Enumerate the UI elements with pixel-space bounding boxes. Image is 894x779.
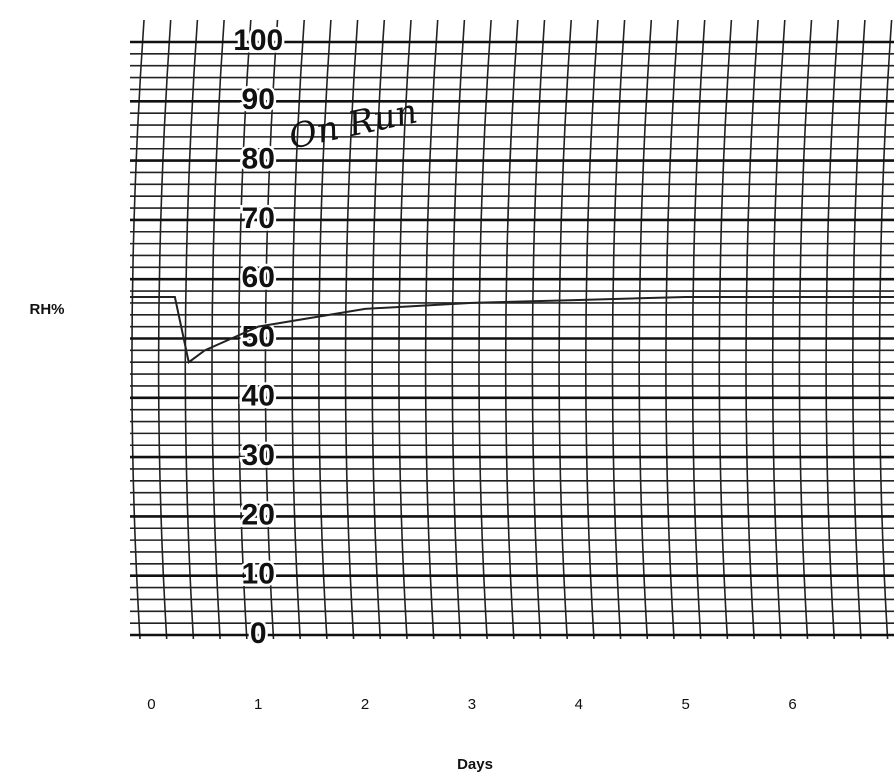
y-tick-label: 90 [242,83,275,116]
paper-arc [638,19,653,640]
paper-arc [878,19,893,640]
paper-arc [531,19,546,640]
y-tick-label: 30 [242,439,275,472]
x-tick-label: 2 [361,696,369,713]
paper-arc [237,19,252,640]
y-tick-label: 60 [242,261,275,294]
y-tick-label: 100 [233,24,283,57]
paper-arc [825,19,839,640]
paper-arc [131,19,145,640]
paper-arc [558,19,572,640]
x-tick-label: 5 [681,696,689,713]
paper-arc [585,19,599,640]
y-tick-label: 10 [242,558,275,591]
paper-arc [291,19,305,640]
x-tick-label: 4 [575,696,583,713]
paper-arc [852,19,866,640]
paper-arc [478,19,492,640]
paper-arc [211,19,225,640]
y-tick-label: 20 [242,498,275,531]
x-axis-label: Days [457,756,493,773]
paper-arc [771,19,786,640]
paper-arc [371,19,386,640]
paper-arc [745,19,759,640]
paper-arc [344,19,359,640]
paper-arc [184,19,199,640]
paper-arc [691,19,706,640]
y-tick-label: 40 [242,380,275,413]
paper-arc [424,19,439,640]
y-tick-label: 0 [250,617,267,650]
paper-arc [264,19,279,640]
y-tick-label: 70 [242,202,275,235]
x-tick-label: 6 [788,696,796,713]
x-tick-label: 1 [254,696,262,713]
paper-arc [798,19,813,640]
paper-arc [398,19,412,640]
x-tick-label: 3 [468,696,476,713]
paper-arc [611,19,626,640]
y-tick-label: 80 [242,143,275,176]
paper-arc [451,19,466,640]
paper-arc [504,19,519,640]
x-tick-label: 0 [147,696,155,713]
paper-arc [318,19,332,640]
paper-arc [718,19,733,640]
data-line [130,295,894,364]
paper-arc [157,19,172,640]
y-axis-label: RH% [29,301,64,318]
paper-arc [665,19,679,640]
